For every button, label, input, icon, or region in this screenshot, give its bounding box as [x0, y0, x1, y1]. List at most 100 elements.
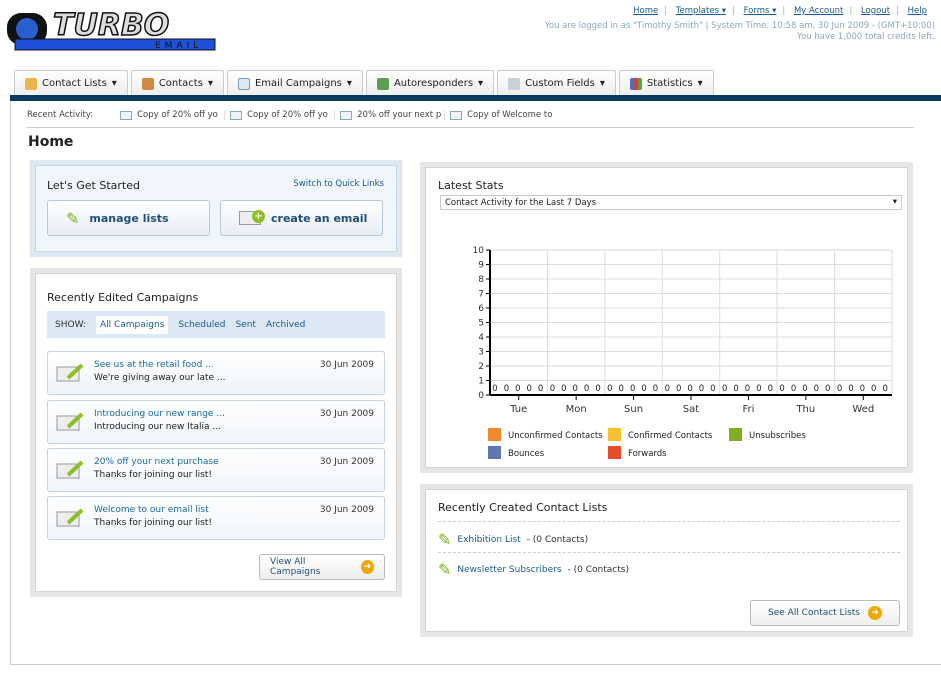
legend-swatch — [608, 446, 621, 459]
data-label: 0 — [825, 384, 830, 394]
campaign-item[interactable]: Welcome to our email list Thanks for join… — [47, 496, 385, 540]
help-link[interactable]: Help — [907, 6, 927, 16]
data-label: 0 — [676, 384, 681, 394]
show-label: SHOW: — [55, 319, 86, 330]
y-tick-label: 9 — [478, 261, 484, 271]
data-label: 0 — [699, 384, 704, 394]
templates-link[interactable]: Templates ▾ — [675, 6, 726, 16]
tab-label: Email Campaigns — [254, 78, 342, 89]
get-started-title: Let's Get Started — [47, 179, 140, 192]
tab-custom-fields[interactable]: Custom Fields ▾ — [497, 70, 616, 96]
y-tick-label: 1 — [478, 377, 484, 387]
my-account-link[interactable]: My Account — [793, 6, 844, 16]
data-label: 0 — [561, 384, 566, 394]
data-label: 0 — [526, 384, 531, 394]
campaign-item[interactable]: See us at the retail food ... We're givin… — [47, 351, 385, 395]
x-tick-label: Tue — [509, 404, 527, 415]
home-link[interactable]: Home — [633, 6, 659, 16]
email-edit-icon — [56, 364, 84, 382]
recent-activity-label: Recent Activity: — [27, 110, 94, 120]
recent-activity-item[interactable]: 20% off your next p — [335, 110, 446, 120]
tab-label: Contact Lists — [42, 78, 107, 89]
content-frame — [10, 101, 941, 665]
credits-info: You have 1,000 total credits left. — [797, 32, 935, 42]
x-tick-label: Sun — [624, 404, 643, 415]
statistics-icon — [629, 77, 642, 90]
data-label: 0 — [687, 384, 692, 394]
recent-activity-item[interactable]: Copy of 20% off yo — [115, 110, 226, 120]
arrow-right-icon: ➜ — [867, 606, 882, 620]
data-label: 0 — [882, 384, 887, 394]
data-label: 0 — [768, 384, 773, 394]
contact-lists-title: Recently Created Contact Lists — [438, 501, 608, 514]
data-label: 0 — [779, 384, 784, 394]
legend-label: Bounces — [508, 449, 545, 459]
switch-quick-links-link[interactable]: Switch to Quick Links — [293, 179, 384, 189]
data-label: 0 — [550, 384, 555, 394]
y-tick-label: 4 — [478, 333, 484, 343]
y-tick-label: 2 — [478, 362, 484, 372]
contacts-icon — [141, 77, 154, 90]
recent-activity-item[interactable]: Copy of 20% off yo — [225, 110, 336, 120]
see-all-contact-lists-button[interactable]: See All Contact Lists ➜ — [750, 600, 900, 626]
legend-swatch — [488, 428, 501, 441]
tab-autoresponders[interactable]: Autoresponders ▾ — [365, 70, 495, 96]
tab-email-campaigns[interactable]: Email Campaigns ▾ — [226, 70, 363, 96]
data-label: 0 — [848, 384, 853, 394]
tab-statistics[interactable]: Statistics ▾ — [618, 70, 714, 96]
filter-all-campaigns[interactable]: All Campaigns — [95, 315, 169, 334]
data-label: 0 — [630, 384, 635, 394]
turbo-email-logo[interactable]: TURBO EMAIL — [5, 5, 220, 51]
data-label: 0 — [837, 384, 842, 394]
data-label: 0 — [584, 384, 589, 394]
tab-contact-lists[interactable]: Contact Lists ▾ — [14, 70, 128, 96]
campaign-item[interactable]: 20% off your next purchase Thanks for joi… — [47, 448, 385, 492]
recent-activity-item[interactable]: Copy of Welcome to — [445, 110, 555, 120]
data-label: 0 — [653, 384, 658, 394]
legend-label: Forwards — [628, 449, 667, 459]
view-all-campaigns-button[interactable]: View All Campaigns ➜ — [259, 554, 385, 580]
user-info: You are logged in as "Timothy Smith" | S… — [545, 21, 935, 43]
data-label: 0 — [722, 384, 727, 394]
tab-label: Custom Fields — [525, 78, 595, 89]
logo-text: TURBO — [53, 8, 169, 43]
custom-fields-icon — [508, 77, 521, 90]
create-email-button[interactable]: + create an email — [220, 200, 383, 236]
x-tick-label: Wed — [852, 404, 874, 415]
tab-label: Autoresponders — [393, 78, 474, 89]
data-label: 0 — [641, 384, 646, 394]
legend-swatch — [488, 446, 501, 459]
email-edit-icon — [56, 509, 84, 527]
contact-list-link[interactable]: Newsletter Subscribers — [457, 564, 562, 575]
filter-scheduled[interactable]: Scheduled — [178, 319, 226, 330]
filter-sent[interactable]: Sent — [235, 319, 256, 330]
data-label: 0 — [791, 384, 796, 394]
stats-period-select[interactable]: Contact Activity for the Last 7 Days ▾ — [440, 195, 902, 210]
data-label: 0 — [756, 384, 761, 394]
y-tick-label: 5 — [478, 319, 484, 329]
arrow-right-icon: ➜ — [360, 560, 374, 574]
recent-activity: Recent Activity: Copy of 20% off yo Copy… — [27, 110, 555, 120]
svg-text:EMAIL: EMAIL — [155, 41, 202, 51]
autoresponder-icon — [376, 77, 389, 90]
manage-lists-button[interactable]: ✎ manage lists — [47, 200, 210, 236]
contact-list-link[interactable]: Exhibition List — [457, 534, 521, 545]
y-tick-label: 7 — [478, 290, 484, 300]
data-label: 0 — [871, 384, 876, 394]
data-label: 0 — [745, 384, 750, 394]
tab-label: Statistics — [646, 78, 693, 89]
tab-contacts[interactable]: Contacts ▾ — [130, 70, 224, 96]
filter-archived[interactable]: Archived — [265, 319, 306, 330]
list-icon: ✎ — [438, 560, 452, 579]
envelope-icon — [340, 110, 353, 120]
campaign-item[interactable]: Introducing our new range ... Introducing… — [47, 400, 385, 444]
contact-list-item: ✎ Newsletter Subscribers - (0 Contacts) — [438, 560, 629, 579]
legend-label: Confirmed Contacts — [628, 431, 713, 441]
divider — [27, 127, 914, 128]
page-title: Home — [28, 134, 74, 150]
forms-link[interactable]: Forms ▾ — [743, 6, 777, 16]
logout-link[interactable]: Logout — [860, 6, 891, 16]
login-info: You are logged in as "Timothy Smith" | S… — [544, 21, 935, 31]
legend-label: Unsubscribes — [749, 431, 806, 441]
stats-title: Latest Stats — [438, 179, 504, 192]
